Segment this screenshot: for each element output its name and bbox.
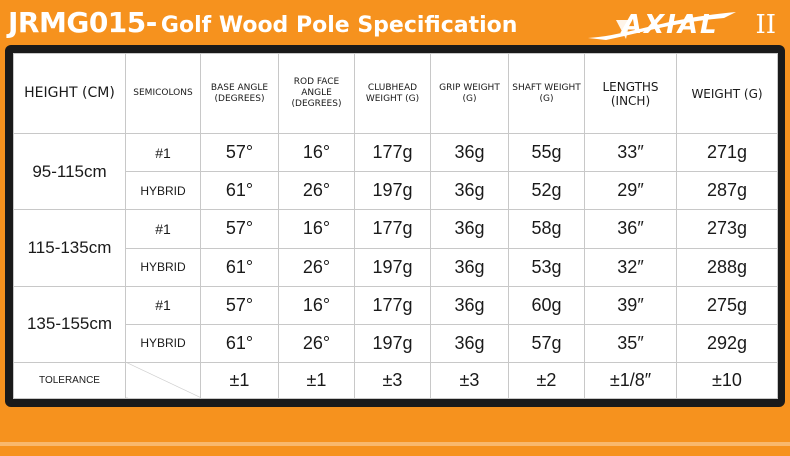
table-row: 135-155cm #1 57° 16° 177g 36g 60g 39″ 27… bbox=[13, 285, 778, 363]
page-title: JRMG015- Golf Wood Pole Specification bbox=[8, 6, 517, 39]
shaft-cell: 58g bbox=[508, 209, 585, 249]
col-semicolons: SEMICOLONS bbox=[125, 52, 201, 135]
table-row: 95-115cm #1 57° 16° 177g 36g 55g 33″ 271… bbox=[13, 133, 778, 211]
base-angle-cell: 61° bbox=[200, 323, 279, 363]
type-cell: HYBRID bbox=[125, 323, 201, 363]
col-grip-weight: GRIP WEIGHT (G) bbox=[430, 52, 509, 135]
length-cell: 32″ bbox=[584, 247, 677, 287]
weight-cell: 273g bbox=[676, 209, 778, 249]
tolerance-shaft: ±2 bbox=[508, 361, 585, 400]
length-cell: 33″ bbox=[584, 133, 677, 173]
col-weight: WEIGHT (G) bbox=[676, 52, 778, 135]
tolerance-weight: ±10 bbox=[676, 361, 778, 400]
tolerance-row: TOLERANCE ±1 ±1 ±3 ±3 ±2 ±1/8″ ±10 bbox=[13, 361, 778, 400]
shaft-cell: 53g bbox=[508, 247, 585, 287]
weight-cell: 275g bbox=[676, 285, 778, 325]
clubhead-cell: 197g bbox=[354, 247, 431, 287]
shaft-cell: 52g bbox=[508, 171, 585, 211]
face-angle-cell: 16° bbox=[278, 285, 355, 325]
type-cell: HYBRID bbox=[125, 247, 201, 287]
clubhead-cell: 197g bbox=[354, 323, 431, 363]
grip-cell: 36g bbox=[430, 285, 509, 325]
base-angle-cell: 57° bbox=[200, 285, 279, 325]
type-cell: #1 bbox=[125, 285, 201, 325]
face-angle-cell: 16° bbox=[278, 133, 355, 173]
col-height: HEIGHT (CM) bbox=[13, 52, 126, 135]
length-cell: 39″ bbox=[584, 285, 677, 325]
grip-cell: 36g bbox=[430, 209, 509, 249]
col-clubhead-weight: CLUBHEAD WEIGHT (G) bbox=[354, 52, 431, 135]
page-subtitle: Golf Wood Pole Specification bbox=[160, 13, 518, 38]
logo-brand: AXIAL bbox=[622, 10, 719, 40]
spec-table-frame: HEIGHT (CM) SEMICOLONS BASE ANGLE (DEGRE… bbox=[5, 45, 785, 407]
length-cell: 35″ bbox=[584, 323, 677, 363]
face-angle-cell: 16° bbox=[278, 209, 355, 249]
type-cell: #1 bbox=[125, 209, 201, 249]
product-code: JRMG015- bbox=[8, 6, 157, 39]
weight-cell: 292g bbox=[676, 323, 778, 363]
table-header-row: HEIGHT (CM) SEMICOLONS BASE ANGLE (DEGRE… bbox=[13, 52, 778, 135]
weight-cell: 288g bbox=[676, 247, 778, 287]
length-cell: 29″ bbox=[584, 171, 677, 211]
face-angle-cell: 26° bbox=[278, 171, 355, 211]
height-cell: 115-135cm bbox=[13, 209, 126, 287]
weight-cell: 271g bbox=[676, 133, 778, 173]
clubhead-cell: 197g bbox=[354, 171, 431, 211]
spec-table-wrapper: HEIGHT (CM) SEMICOLONS BASE ANGLE (DEGRE… bbox=[13, 52, 778, 400]
grip-cell: 36g bbox=[430, 171, 509, 211]
clubhead-cell: 177g bbox=[354, 133, 431, 173]
table-row: 115-135cm #1 57° 16° 177g 36g 58g 36″ 27… bbox=[13, 209, 778, 287]
base-angle-cell: 61° bbox=[200, 171, 279, 211]
face-angle-cell: 26° bbox=[278, 247, 355, 287]
clubhead-cell: 177g bbox=[354, 285, 431, 325]
col-lengths: LENGTHS (INCH) bbox=[584, 52, 677, 135]
base-angle-cell: 57° bbox=[200, 209, 279, 249]
spec-table: HEIGHT (CM) SEMICOLONS BASE ANGLE (DEGRE… bbox=[13, 52, 778, 400]
face-angle-cell: 26° bbox=[278, 323, 355, 363]
col-face-angle: ROD FACE ANGLE (DEGREES) bbox=[278, 52, 355, 135]
table-row: HYBRID 61° 26° 197g 36g 52g 29″ 287g bbox=[14, 171, 778, 211]
bottom-stripe bbox=[0, 442, 790, 446]
height-cell: 95-115cm bbox=[13, 133, 126, 211]
shaft-cell: 60g bbox=[508, 285, 585, 325]
logo-mark: II bbox=[755, 10, 776, 40]
tolerance-grip: ±3 bbox=[430, 361, 509, 400]
header-bar: JRMG015- Golf Wood Pole Specification AXI… bbox=[0, 0, 790, 48]
table-row: HYBRID 61° 26° 197g 36g 57g 35″ 292g bbox=[14, 323, 778, 363]
shaft-cell: 55g bbox=[508, 133, 585, 173]
type-cell: HYBRID bbox=[125, 171, 201, 211]
height-cell: 135-155cm bbox=[13, 285, 126, 363]
tolerance-base-angle: ±1 bbox=[200, 361, 279, 400]
col-shaft-weight: SHAFT WEIGHT (G) bbox=[508, 52, 585, 135]
length-cell: 36″ bbox=[584, 209, 677, 249]
col-base-angle: BASE ANGLE (DEGREES) bbox=[200, 52, 279, 135]
logo-swoosh-icon bbox=[588, 12, 736, 40]
tolerance-face-angle: ±1 bbox=[278, 361, 355, 400]
weight-cell: 287g bbox=[676, 171, 778, 211]
tolerance-empty-cell bbox=[125, 361, 201, 400]
grip-cell: 36g bbox=[430, 247, 509, 287]
brand-logo: AXIAL II bbox=[586, 8, 776, 42]
base-angle-cell: 57° bbox=[200, 133, 279, 173]
grip-cell: 36g bbox=[430, 323, 509, 363]
base-angle-cell: 61° bbox=[200, 247, 279, 287]
shaft-cell: 57g bbox=[508, 323, 585, 363]
grip-cell: 36g bbox=[430, 133, 509, 173]
type-cell: #1 bbox=[125, 133, 201, 173]
table-row: HYBRID 61° 26° 197g 36g 53g 32″ 288g bbox=[14, 247, 778, 287]
tolerance-label: TOLERANCE bbox=[13, 361, 126, 400]
tolerance-length: ±1/8″ bbox=[584, 361, 677, 400]
clubhead-cell: 177g bbox=[354, 209, 431, 249]
tolerance-clubhead: ±3 bbox=[354, 361, 431, 400]
